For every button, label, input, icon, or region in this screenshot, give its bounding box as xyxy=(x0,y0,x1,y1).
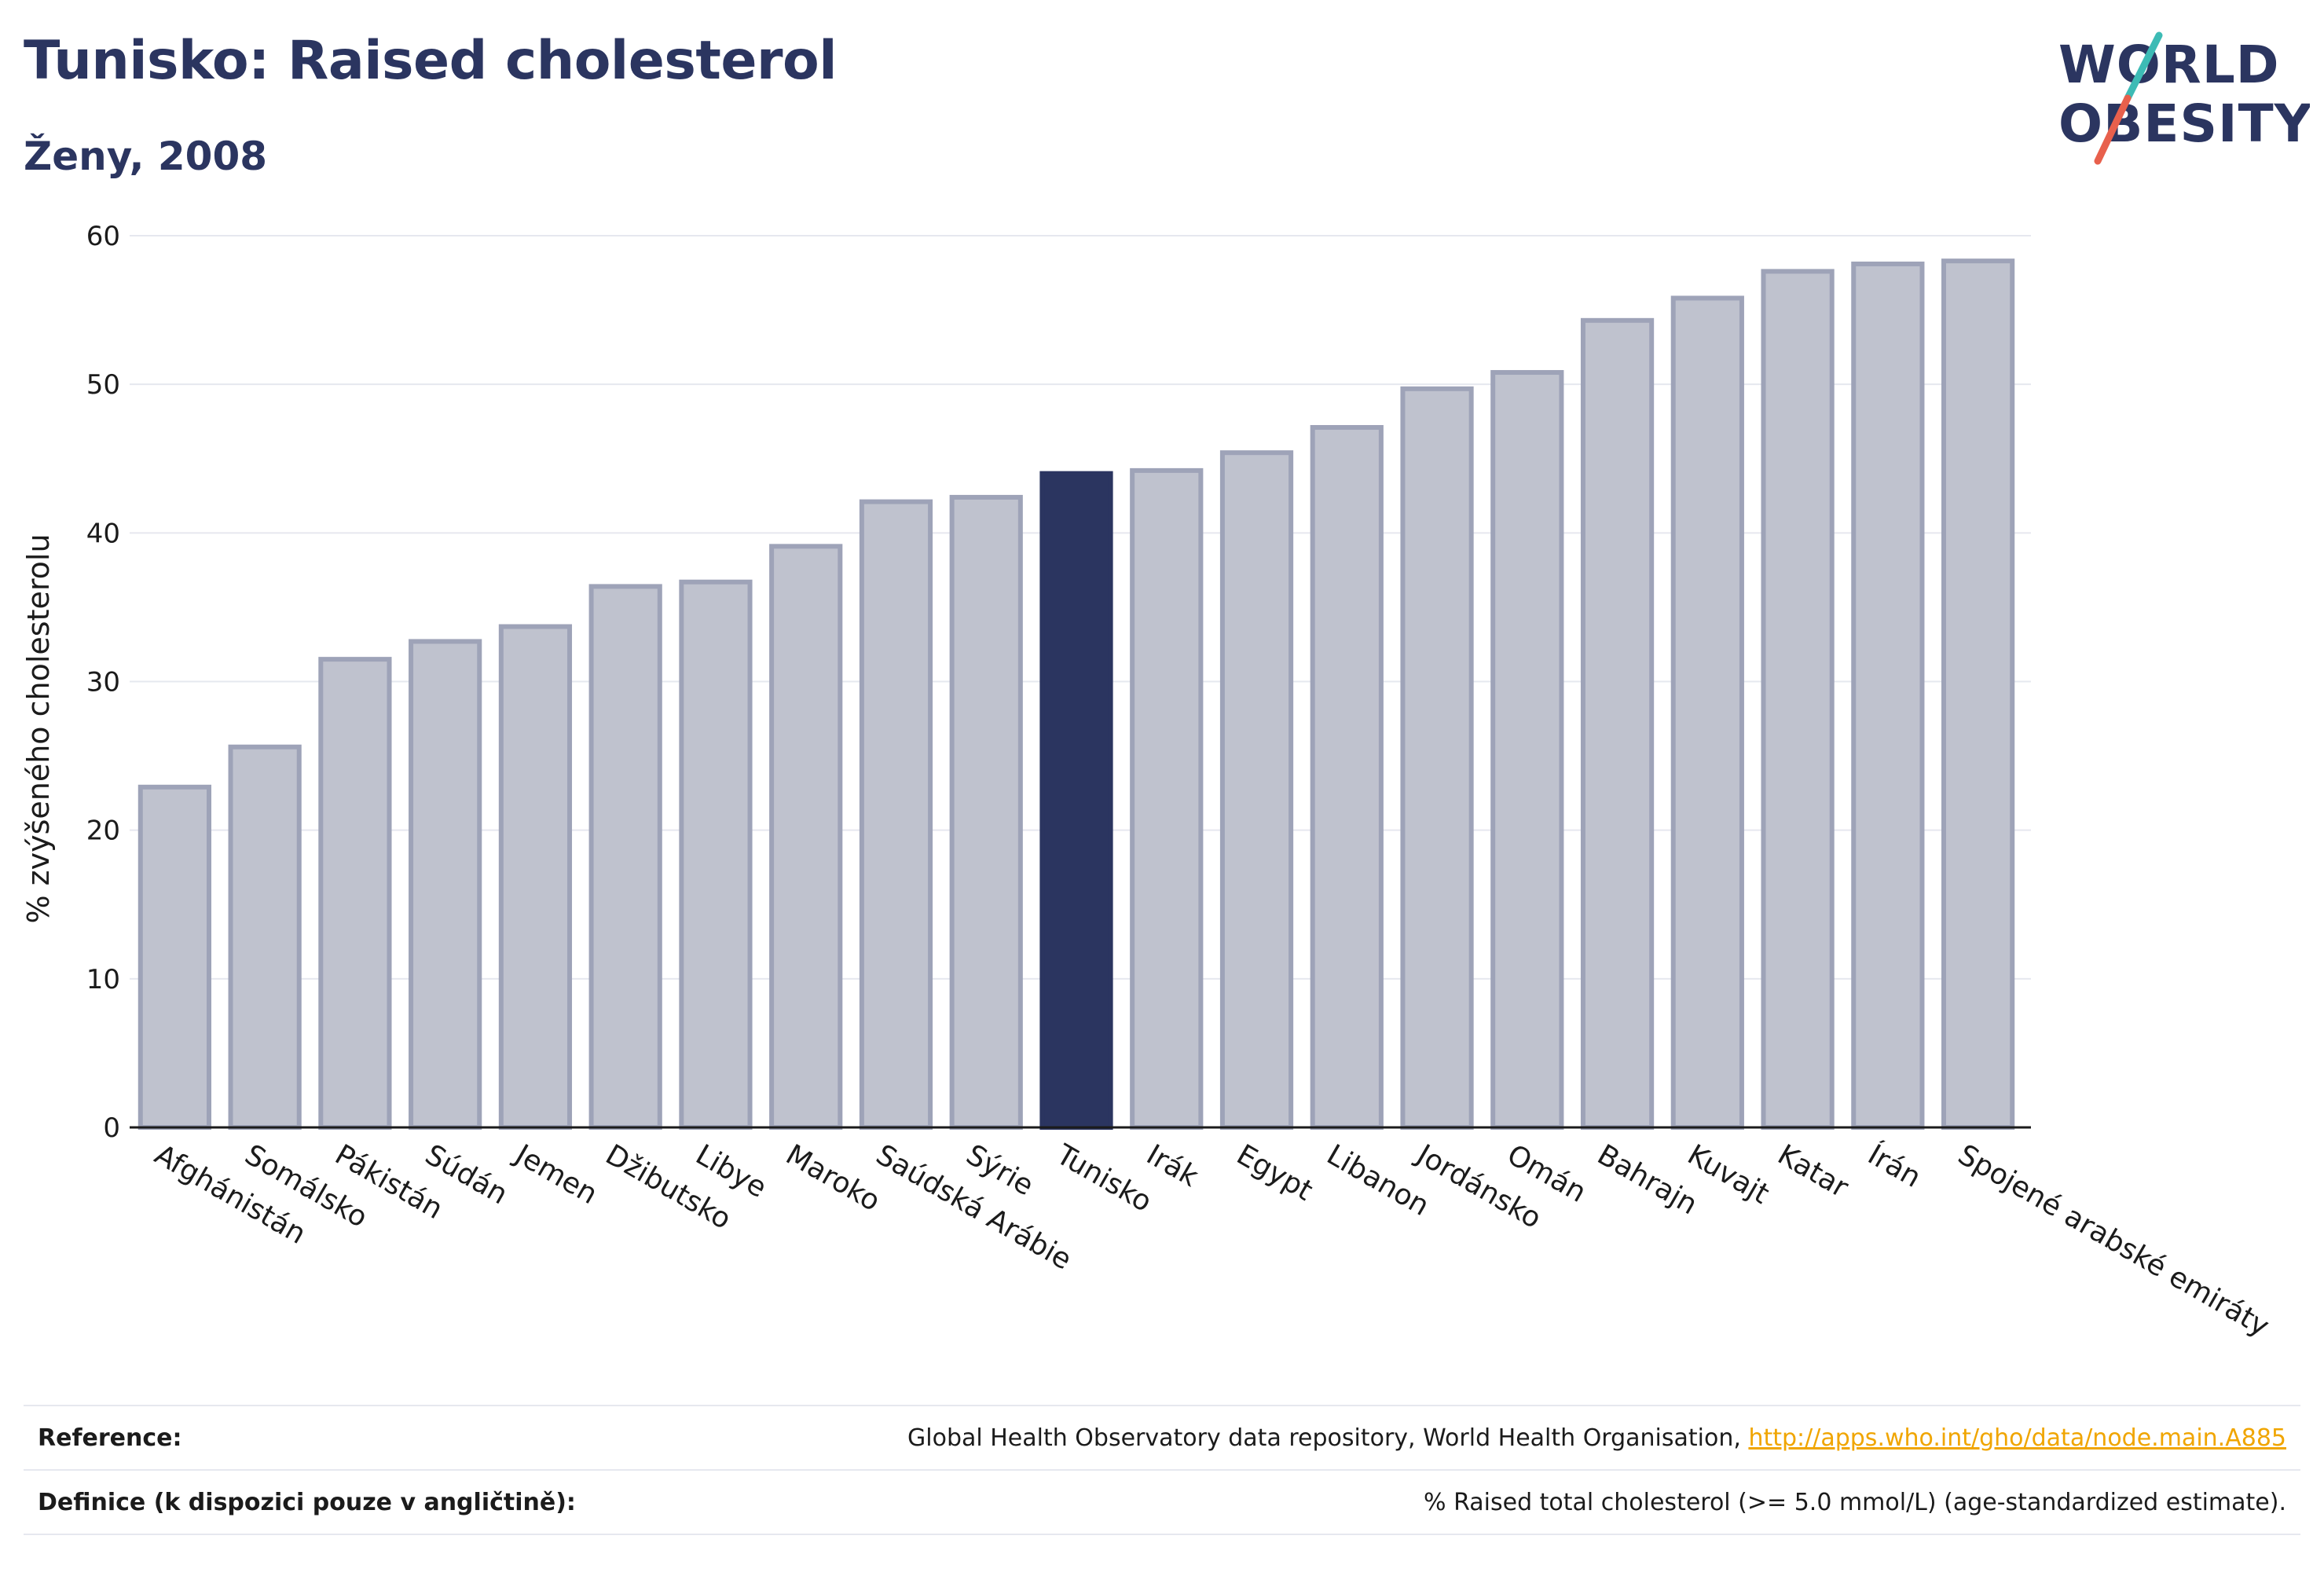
bar xyxy=(1490,370,1564,1130)
logo-accent-coral xyxy=(2094,94,2132,165)
x-tick-label: Katar xyxy=(1772,1138,1854,1204)
bar-chart: 0 10 20 30 40 50 60 AfghánistánSomálskoPákistá… xyxy=(21,221,2275,1343)
y-axis-label: % zvýšeného cholesterolu xyxy=(21,533,56,923)
x-tick-label: Irák xyxy=(1141,1138,1204,1193)
bar xyxy=(1941,258,2015,1130)
bar xyxy=(949,494,1023,1130)
bar xyxy=(1670,295,1744,1131)
x-tick-label: Afghánistán xyxy=(149,1138,311,1251)
y-tick-label: 20 xyxy=(86,815,120,847)
reference-label: Reference: xyxy=(38,1424,182,1452)
bar xyxy=(1400,386,1474,1130)
reference-value: Global Health Observatory data repositor… xyxy=(907,1424,2300,1452)
bar xyxy=(318,657,392,1130)
bar xyxy=(498,624,573,1130)
chart-title: Tunisko: Raised cholesterol xyxy=(24,30,838,92)
x-tick-label: Írán xyxy=(1862,1138,1926,1194)
bar xyxy=(409,639,482,1130)
bar xyxy=(1580,317,1655,1131)
definition-text: % Raised total cholesterol (>= 5.0 mmol/… xyxy=(1424,1488,2286,1516)
bars xyxy=(137,258,2015,1131)
x-axis-ticks: AfghánistánSomálskoPákistánSúdánJemenDži… xyxy=(149,1138,2275,1343)
bar xyxy=(679,579,753,1130)
footer: Reference: Global Health Observatory dat… xyxy=(24,1405,2300,1535)
x-tick-label: Libanon xyxy=(1321,1138,1435,1222)
bar xyxy=(228,744,302,1130)
bar xyxy=(1130,467,1204,1130)
y-tick-label: 0 xyxy=(103,1112,120,1144)
x-tick-label: Maroko xyxy=(780,1138,885,1218)
y-tick-label: 50 xyxy=(86,369,120,401)
bar xyxy=(1851,261,1925,1131)
bar xyxy=(1761,269,1835,1130)
logo-word-obesity: OBESITY xyxy=(2058,93,2310,154)
bar xyxy=(859,499,933,1130)
y-tick-label: 30 xyxy=(86,667,120,698)
x-tick-label: Jemen xyxy=(508,1138,603,1211)
definition-label: Definice (k dispozici pouze v angličtině… xyxy=(38,1488,576,1516)
logo-accent-teal xyxy=(2124,31,2163,102)
logo-word-world: WORLD xyxy=(2058,35,2280,95)
x-tick-label: Egypt xyxy=(1231,1138,1318,1207)
y-axis-ticks: 0 10 20 30 40 50 60 xyxy=(86,221,120,1144)
reference-row: Reference: Global Health Observatory dat… xyxy=(24,1405,2300,1469)
world-obesity-logo: WORLD OBESITY xyxy=(2058,31,2310,165)
reference-link[interactable]: http://apps.who.int/gho/data/node.main.A… xyxy=(1748,1424,2286,1452)
bar xyxy=(1219,450,1294,1130)
reference-text: Global Health Observatory data repositor… xyxy=(907,1424,1749,1452)
y-tick-label: 10 xyxy=(86,964,120,995)
bar xyxy=(137,784,211,1131)
bar xyxy=(769,544,843,1130)
x-tick-label: Spojené arabské emiráty xyxy=(1952,1138,2275,1343)
x-tick-label: Bahrajn xyxy=(1592,1138,1703,1221)
bar xyxy=(588,584,662,1130)
y-tick-label: 60 xyxy=(86,221,120,252)
x-tick-label: Tunisko xyxy=(1050,1138,1157,1219)
bar xyxy=(1310,425,1384,1130)
chart-subtitle: Ženy, 2008 xyxy=(24,134,268,179)
definition-row: Definice (k dispozici pouze v angličtině… xyxy=(24,1469,2300,1535)
y-tick-label: 40 xyxy=(86,518,120,549)
bar-highlighted xyxy=(1039,471,1113,1130)
